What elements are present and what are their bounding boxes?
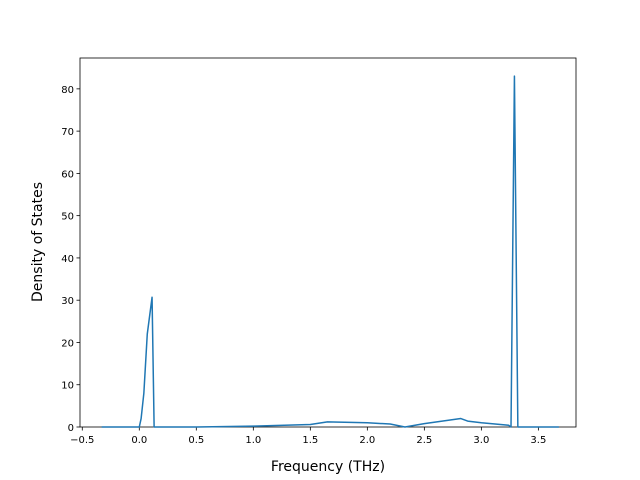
x-tick-label: 3.5 (530, 435, 546, 446)
x-axis-label: Frequency (THz) (271, 459, 385, 475)
x-tick-label: 1.5 (302, 435, 318, 446)
x-tick-label: 1.0 (245, 435, 261, 446)
x-tick-label: 3.0 (473, 435, 489, 446)
axes-frame (79, 57, 577, 428)
y-tick-label: 10 (61, 381, 74, 392)
x-tick-label: 2.0 (359, 435, 375, 446)
y-tick-label: 40 (61, 254, 74, 265)
x-tick-label: −0.5 (70, 435, 94, 446)
y-axis-label: Density of States (30, 182, 46, 302)
line-series (101, 75, 559, 428)
y-tick-label: 80 (61, 85, 74, 96)
x-tick-label: 0.5 (188, 435, 204, 446)
y-tick-label: 20 (61, 338, 74, 349)
y-tick-label: 0 (68, 423, 74, 434)
y-tick-label: 70 (61, 127, 74, 138)
x-tick-label: 0.0 (131, 435, 147, 446)
y-tick-label: 60 (61, 169, 74, 180)
x-tick-label: 2.5 (416, 435, 432, 446)
y-tick-label: 50 (61, 212, 74, 223)
y-tick-label: 30 (61, 296, 74, 307)
